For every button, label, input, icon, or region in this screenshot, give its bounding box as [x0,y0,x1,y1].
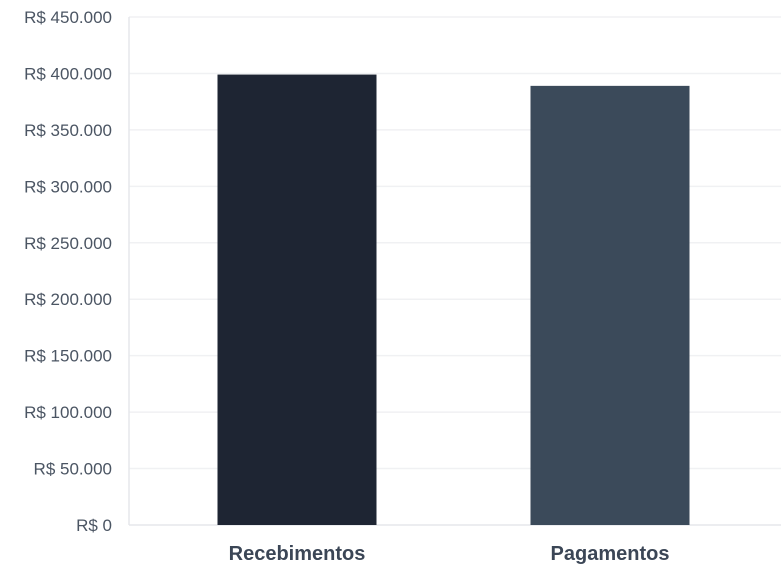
bars [217,74,690,526]
y-tick-label: R$ 300.000 [24,177,112,196]
bar-pagamentos[interactable] [530,85,690,526]
x-category-label: Recebimentos [229,543,366,564]
y-tick-label: R$ 450.000 [24,8,112,27]
y-tick-label: R$ 350.000 [24,121,112,140]
x-category-labels: Recebimentos Pagamentos [229,543,670,564]
y-tick-label: R$ 250.000 [24,234,112,253]
bar-recebimentos[interactable] [217,74,377,525]
x-category-label: Pagamentos [551,543,670,564]
y-tick-label: R$ 150.000 [24,347,112,366]
y-tick-label: R$ 0 [76,516,112,535]
y-tick-label: R$ 50.000 [34,460,112,479]
y-tick-label: R$ 100.000 [24,403,112,422]
y-tick-labels: R$ 0 R$ 50.000 R$ 100.000 R$ 150.000 R$ 200.… [24,8,112,535]
y-tick-label: R$ 400.000 [24,64,112,83]
y-tick-label: R$ 200.000 [24,290,112,309]
